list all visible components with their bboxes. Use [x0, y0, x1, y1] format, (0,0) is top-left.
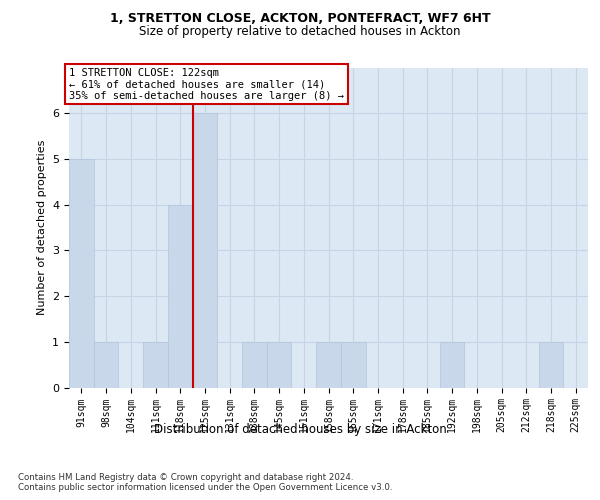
Bar	[193, 113, 217, 388]
Bar	[539, 342, 563, 388]
Bar	[168, 204, 193, 388]
Text: Distribution of detached houses by size in Ackton: Distribution of detached houses by size …	[154, 422, 446, 436]
Text: 1, STRETTON CLOSE, ACKTON, PONTEFRACT, WF7 6HT: 1, STRETTON CLOSE, ACKTON, PONTEFRACT, W…	[110, 12, 490, 26]
Text: Size of property relative to detached houses in Ackton: Size of property relative to detached ho…	[139, 25, 461, 38]
Bar	[341, 342, 365, 388]
Bar	[242, 342, 267, 388]
Bar	[69, 159, 94, 388]
Bar	[440, 342, 464, 388]
Bar	[316, 342, 341, 388]
Bar	[143, 342, 168, 388]
Y-axis label: Number of detached properties: Number of detached properties	[37, 140, 47, 315]
Text: 1 STRETTON CLOSE: 122sqm
← 61% of detached houses are smaller (14)
35% of semi-d: 1 STRETTON CLOSE: 122sqm ← 61% of detach…	[69, 68, 344, 100]
Bar	[94, 342, 118, 388]
Bar	[267, 342, 292, 388]
Text: Contains HM Land Registry data © Crown copyright and database right 2024.
Contai: Contains HM Land Registry data © Crown c…	[18, 472, 392, 492]
